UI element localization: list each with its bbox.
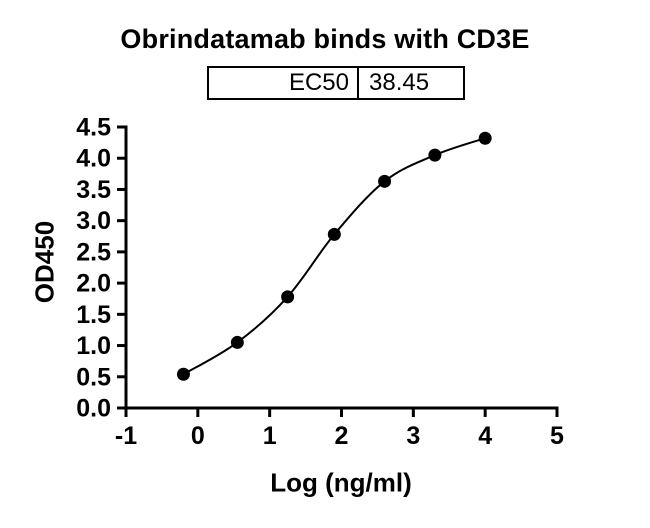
y-tick-label: 3.5 [76,176,111,204]
y-tick-label: 4.0 [76,145,111,173]
x-tick-label: 4 [478,422,492,450]
data-point [478,131,492,145]
y-tick-label: 2.5 [76,238,111,266]
y-tick-label: 1.0 [76,332,111,360]
y-tick-label: 4.5 [76,114,111,142]
x-tick-label: 0 [191,422,205,450]
y-axis-title: OD450 [29,220,60,304]
ec50-value: 38.45 [369,69,430,96]
data-point [378,174,392,188]
data-point [176,367,190,381]
x-tick-label: -1 [115,422,137,450]
x-tick-label: 2 [335,422,349,450]
data-point [230,335,244,349]
ec50-table: EC50 38.45 [207,66,465,100]
data-point [327,227,341,241]
x-tick-label: 1 [263,422,277,450]
ec50-label: EC50 [209,68,359,98]
y-tick-label: 0.5 [76,363,111,391]
data-point [281,290,295,304]
data-point [428,148,442,162]
y-tick-label: 3.0 [76,207,111,235]
x-axis-title: Log (ng/ml) [270,467,412,498]
y-tick-label: 1.5 [76,301,111,329]
x-tick-label: 5 [550,422,564,450]
x-tick-label: 3 [406,422,420,450]
fit-curve [182,137,486,376]
y-tick-label: 0.0 [76,395,111,423]
y-tick-label: 2.0 [76,270,111,298]
chart-title: Obrindatamab binds with CD3E [120,24,530,54]
